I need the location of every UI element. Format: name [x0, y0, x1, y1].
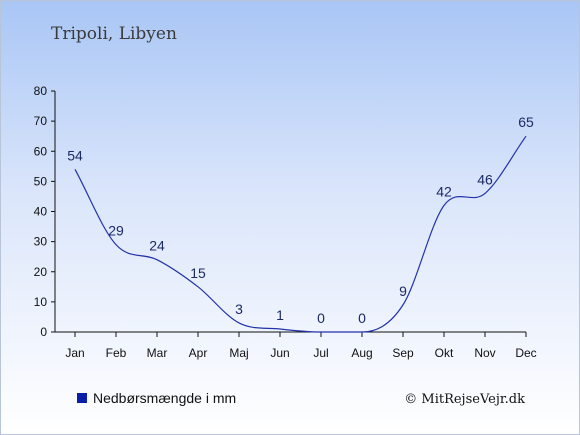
x-tick-label: Apr	[189, 346, 208, 360]
x-tick-label: Jun	[270, 346, 289, 360]
x-tick-label: Jan	[65, 346, 84, 360]
x-tick-label: Sep	[392, 346, 414, 360]
x-tick-label: Feb	[106, 346, 127, 360]
data-label: 65	[518, 114, 534, 130]
y-tick-label: 0	[40, 325, 47, 339]
y-tick-label: 60	[34, 144, 48, 158]
legend-label: Nedbørsmængde i mm	[93, 390, 236, 406]
y-tick-label: 30	[34, 235, 48, 249]
x-tick-label: Dec	[515, 346, 536, 360]
y-tick-label: 80	[34, 84, 48, 98]
data-label: 9	[399, 283, 407, 299]
y-tick-label: 10	[34, 295, 48, 309]
chart-axes	[54, 91, 526, 333]
data-label: 42	[436, 183, 452, 199]
data-label: 54	[67, 147, 83, 163]
legend: Nedbørsmængde i mm	[77, 390, 236, 406]
y-tick-label: 40	[34, 205, 48, 219]
series-group	[74, 135, 527, 333]
x-tick-label: Nov	[474, 346, 495, 360]
chart-title: Tripoli, Libyen	[51, 24, 177, 44]
credit-text: © MitRejseVejr.dk	[404, 392, 525, 407]
precipitation-line	[74, 135, 527, 333]
x-tick-label: Maj	[229, 346, 248, 360]
data-label: 24	[149, 238, 165, 254]
data-label: 0	[317, 310, 325, 326]
y-tick-label: 70	[34, 114, 48, 128]
x-ticks: Jan Feb Mar Apr Maj Jun Jul Aug Sep Okt Nov Dec	[65, 332, 537, 360]
y-tick-label: 50	[34, 174, 48, 188]
data-label: 3	[235, 301, 243, 317]
x-tick-label: Mar	[147, 346, 168, 360]
data-label: 46	[477, 171, 493, 187]
data-label: 0	[358, 310, 366, 326]
data-label: 15	[190, 265, 206, 281]
x-tick-label: Okt	[435, 346, 454, 360]
x-tick-label: Aug	[351, 346, 372, 360]
data-label: 29	[108, 223, 124, 239]
y-tick-label: 20	[34, 265, 48, 279]
y-ticks: 0 10 20 30 40 50 60 70 80	[34, 84, 55, 339]
data-labels: 54 29 24 15 3 1 0 0 9 42 46 65	[67, 114, 534, 326]
data-label: 1	[276, 307, 284, 323]
legend-swatch	[77, 393, 87, 403]
x-tick-label: Jul	[313, 346, 328, 360]
